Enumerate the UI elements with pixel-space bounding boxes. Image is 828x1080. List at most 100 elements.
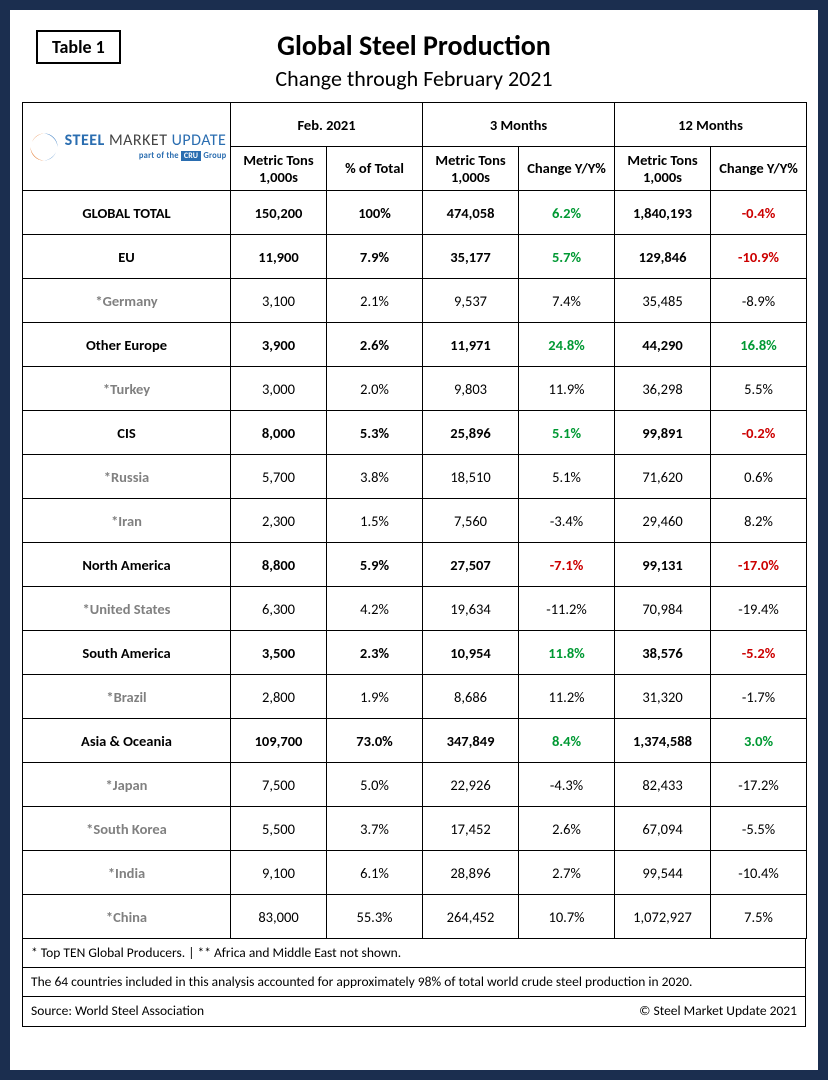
table-row: *India9,1006.1%28,8962.7%99,544-10.4% [23, 851, 807, 895]
data-cell: 100% [327, 191, 423, 235]
col-sub: Metric Tons 1,000s [231, 147, 327, 191]
region-name-cell: Other Europe [23, 323, 231, 367]
data-cell: 36,298 [615, 367, 711, 411]
data-cell: -17.0% [711, 543, 807, 587]
country-name-cell: *Japan [23, 763, 231, 807]
data-cell: -1.7% [711, 675, 807, 719]
data-cell: 2.6% [519, 807, 615, 851]
source-text: Source: World Steel Association [31, 1002, 204, 1020]
footnotes: * Top TEN Global Producers. | ** Africa … [22, 939, 806, 1027]
region-name-cell: South America [23, 631, 231, 675]
data-cell: 10.7% [519, 895, 615, 939]
country-name-cell: *Iran [23, 499, 231, 543]
data-cell: 55.3% [327, 895, 423, 939]
data-cell: 16.8% [711, 323, 807, 367]
data-cell: 35,177 [423, 235, 519, 279]
report-title: Global Steel Production [22, 28, 806, 63]
col-sub: % of Total [327, 147, 423, 191]
copyright-text: © Steel Market Update 2021 [639, 1002, 797, 1020]
data-cell: 6.1% [327, 851, 423, 895]
data-cell: 2.1% [327, 279, 423, 323]
table-number-badge: Table 1 [36, 30, 121, 64]
data-cell: 3,100 [231, 279, 327, 323]
footnote-2: The 64 countries included in this analys… [23, 967, 805, 996]
data-cell: -5.5% [711, 807, 807, 851]
data-cell: 1,840,193 [615, 191, 711, 235]
col-group-3m: 3 Months [423, 103, 615, 147]
table-row: *Germany3,1002.1%9,5377.4%35,485-8.9% [23, 279, 807, 323]
col-group-12m: 12 Months [615, 103, 807, 147]
data-cell: 17,452 [423, 807, 519, 851]
production-table: STEEL MARKET UPDATE part of the CRU Grou… [22, 102, 807, 939]
data-cell: 2.0% [327, 367, 423, 411]
region-name-cell: EU [23, 235, 231, 279]
data-cell: 2.3% [327, 631, 423, 675]
region-name-cell: North America [23, 543, 231, 587]
data-cell: -5.2% [711, 631, 807, 675]
data-cell: 3,500 [231, 631, 327, 675]
data-cell: -19.4% [711, 587, 807, 631]
data-cell: 3,900 [231, 323, 327, 367]
data-cell: 44,290 [615, 323, 711, 367]
data-cell: 0.6% [711, 455, 807, 499]
table-row: GLOBAL TOTAL150,200100%474,0586.2%1,840,… [23, 191, 807, 235]
data-cell: 3.8% [327, 455, 423, 499]
data-cell: -3.4% [519, 499, 615, 543]
country-name-cell: *India [23, 851, 231, 895]
data-cell: 24.8% [519, 323, 615, 367]
col-group-feb: Feb. 2021 [231, 103, 423, 147]
data-cell: 2,300 [231, 499, 327, 543]
table-row: *China83,00055.3%264,45210.7%1,072,9277.… [23, 895, 807, 939]
data-cell: 7.5% [711, 895, 807, 939]
data-cell: -17.2% [711, 763, 807, 807]
data-cell: 5,700 [231, 455, 327, 499]
data-cell: 8,800 [231, 543, 327, 587]
col-sub: Change Y/Y% [519, 147, 615, 191]
data-cell: 5.1% [519, 455, 615, 499]
data-cell: 71,620 [615, 455, 711, 499]
col-sub: Metric Tons 1,000s [423, 147, 519, 191]
data-cell: 7,500 [231, 763, 327, 807]
logo-subline: part of the CRU Group [65, 151, 227, 161]
table-row: *United States6,3004.2%19,634-11.2%70,98… [23, 587, 807, 631]
data-cell: -10.4% [711, 851, 807, 895]
data-cell: 8,686 [423, 675, 519, 719]
table-row: EU11,9007.9%35,1775.7%129,846-10.9% [23, 235, 807, 279]
data-cell: -4.3% [519, 763, 615, 807]
data-cell: 73.0% [327, 719, 423, 763]
data-cell: 7.4% [519, 279, 615, 323]
table-row: Other Europe3,9002.6%11,97124.8%44,29016… [23, 323, 807, 367]
col-sub: Metric Tons 1,000s [615, 147, 711, 191]
data-cell: 6.2% [519, 191, 615, 235]
data-cell: 7.9% [327, 235, 423, 279]
report-subtitle: Change through February 2021 [22, 65, 806, 92]
country-name-cell: *Russia [23, 455, 231, 499]
logo-text: STEEL MARKET UPDATE [65, 133, 227, 149]
data-cell: 29,460 [615, 499, 711, 543]
data-cell: 11.2% [519, 675, 615, 719]
data-cell: -0.4% [711, 191, 807, 235]
data-cell: 27,507 [423, 543, 519, 587]
data-cell: 99,891 [615, 411, 711, 455]
data-cell: 1,072,927 [615, 895, 711, 939]
data-cell: 5.1% [519, 411, 615, 455]
data-cell: 1.9% [327, 675, 423, 719]
table-row: *Turkey3,0002.0%9,80311.9%36,2985.5% [23, 367, 807, 411]
region-name-cell: Asia & Oceania [23, 719, 231, 763]
data-cell: 11.8% [519, 631, 615, 675]
country-name-cell: *Brazil [23, 675, 231, 719]
data-cell: 22,926 [423, 763, 519, 807]
data-cell: 5.7% [519, 235, 615, 279]
data-cell: 3,000 [231, 367, 327, 411]
country-name-cell: *Germany [23, 279, 231, 323]
data-cell: 347,849 [423, 719, 519, 763]
data-cell: 1,374,588 [615, 719, 711, 763]
data-cell: -10.9% [711, 235, 807, 279]
data-cell: 1.5% [327, 499, 423, 543]
data-cell: 5.0% [327, 763, 423, 807]
country-name-cell: *United States [23, 587, 231, 631]
data-cell: 129,846 [615, 235, 711, 279]
data-cell: 5.9% [327, 543, 423, 587]
data-cell: 8,000 [231, 411, 327, 455]
data-cell: 264,452 [423, 895, 519, 939]
